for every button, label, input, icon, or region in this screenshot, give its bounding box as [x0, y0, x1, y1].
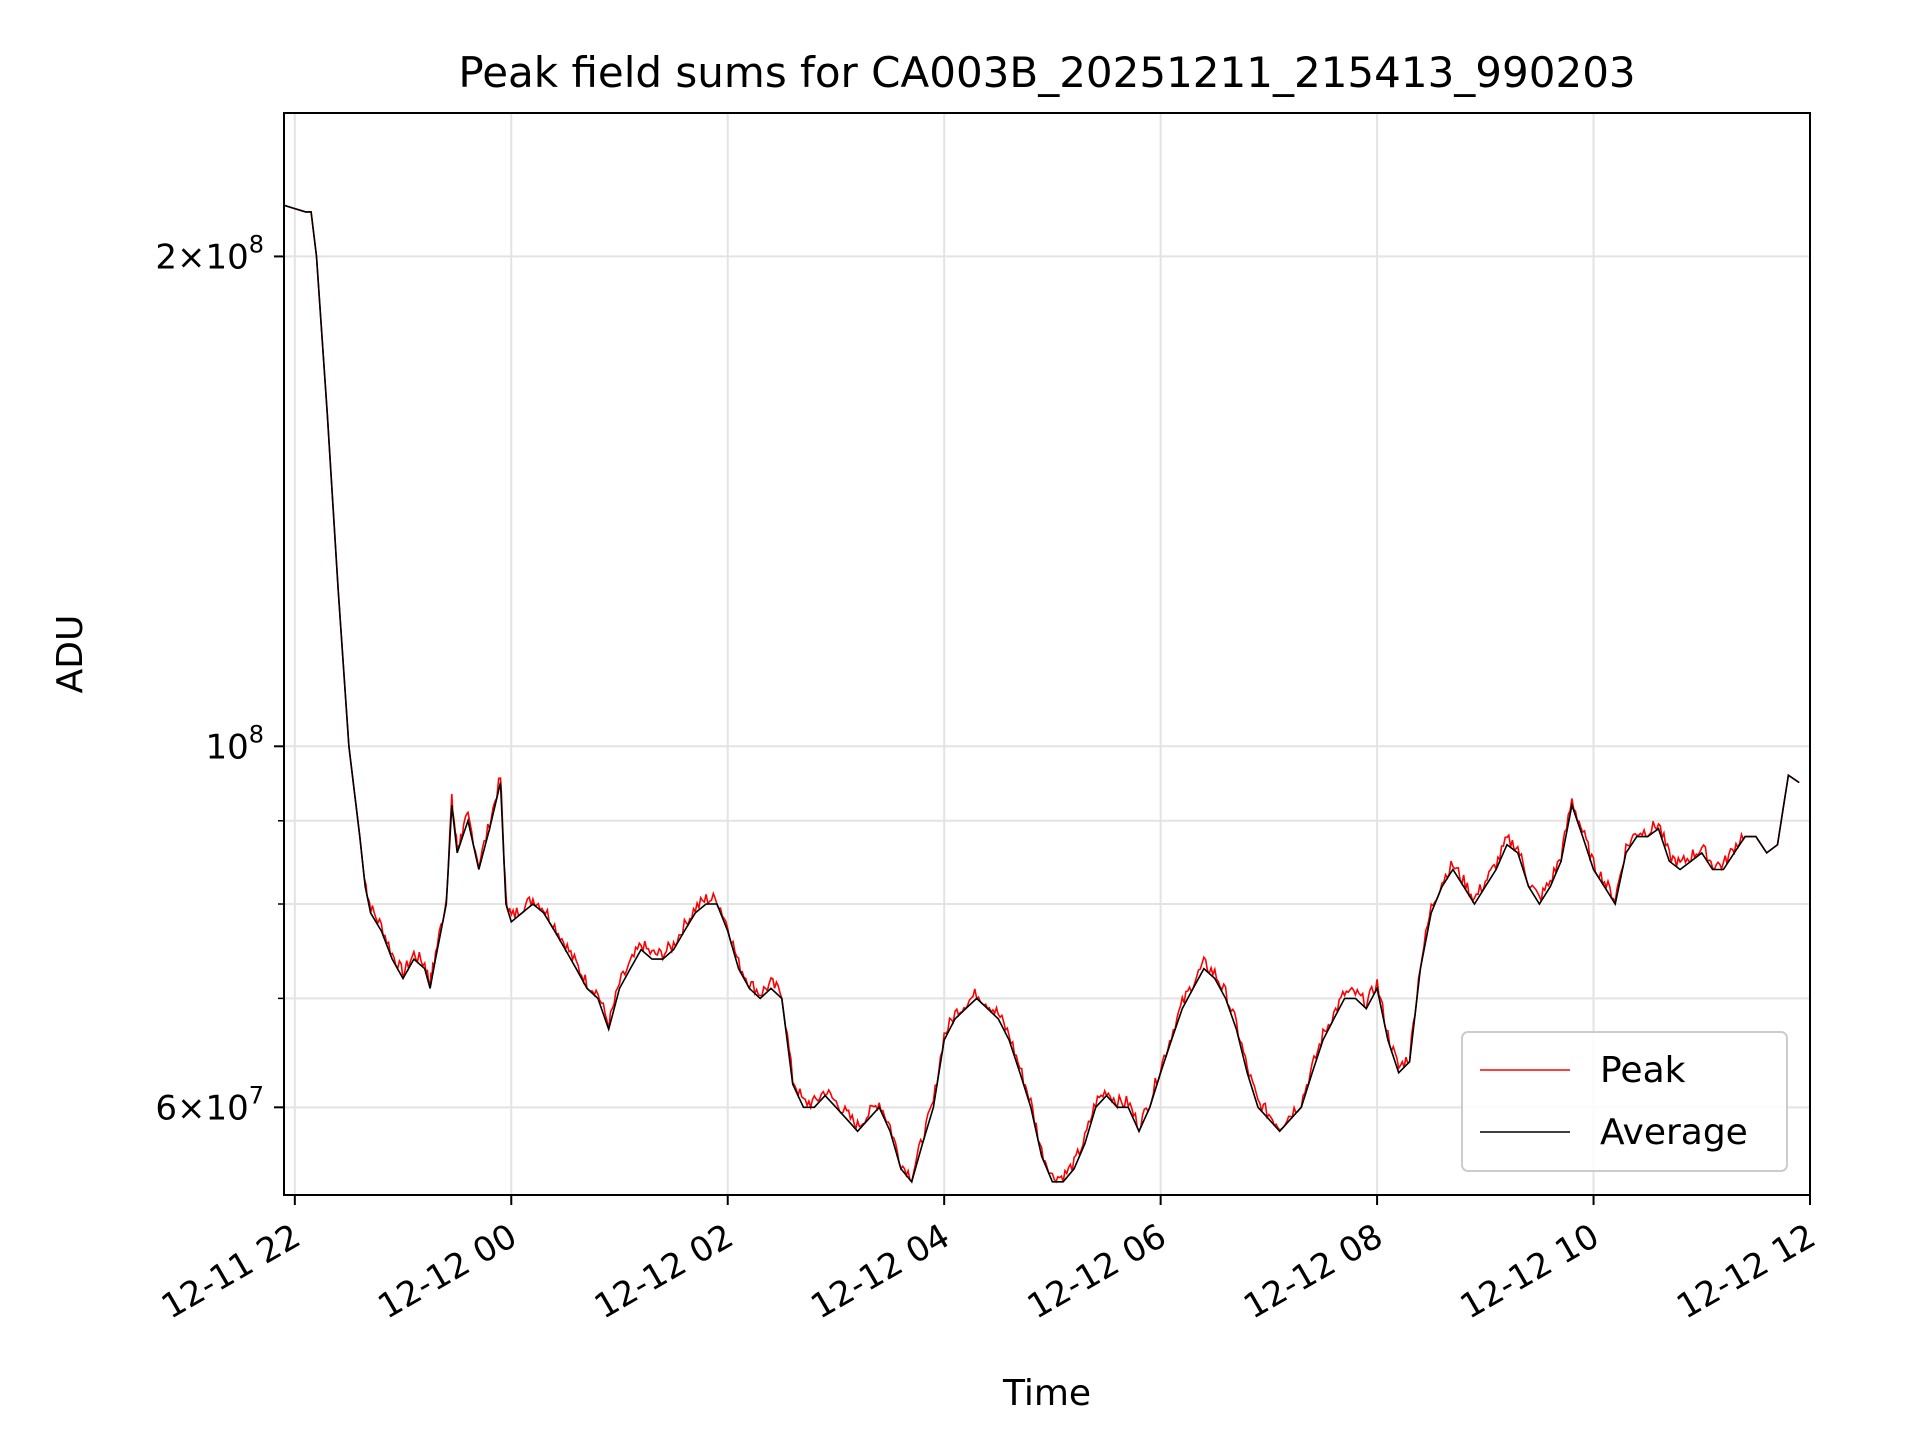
- y-tick-label-exponent: 8: [249, 720, 264, 748]
- axes-frame: [283, 112, 1811, 1196]
- y-axis-label: ADU: [50, 615, 91, 694]
- y-tick-label: 2×108: [155, 230, 264, 277]
- y-tick-label-base: 10: [205, 727, 248, 767]
- series-layer: [284, 204, 1800, 1184]
- y-tick-label-base: 2×10: [155, 237, 248, 277]
- y-tick-label-exponent: 7: [249, 1081, 264, 1109]
- y-tick-label: 108: [205, 720, 264, 767]
- y-tick-label: 6×107: [155, 1081, 264, 1128]
- y-tick-label-base: 6×10: [155, 1088, 248, 1128]
- x-axis-label: Time: [1002, 1373, 1091, 1414]
- y-tick-label-exponent: 8: [249, 230, 264, 258]
- legend: Peak Average: [1461, 1031, 1788, 1172]
- series-line-average: [284, 204, 1800, 1184]
- legend-label-average: Average: [1600, 1112, 1748, 1153]
- legend-label-peak: Peak: [1600, 1050, 1686, 1091]
- series-line-peak: [284, 204, 1800, 1184]
- legend-box: [1461, 1031, 1788, 1172]
- chart-title: Peak field sums for CA003B_20251211_2154…: [458, 48, 1635, 97]
